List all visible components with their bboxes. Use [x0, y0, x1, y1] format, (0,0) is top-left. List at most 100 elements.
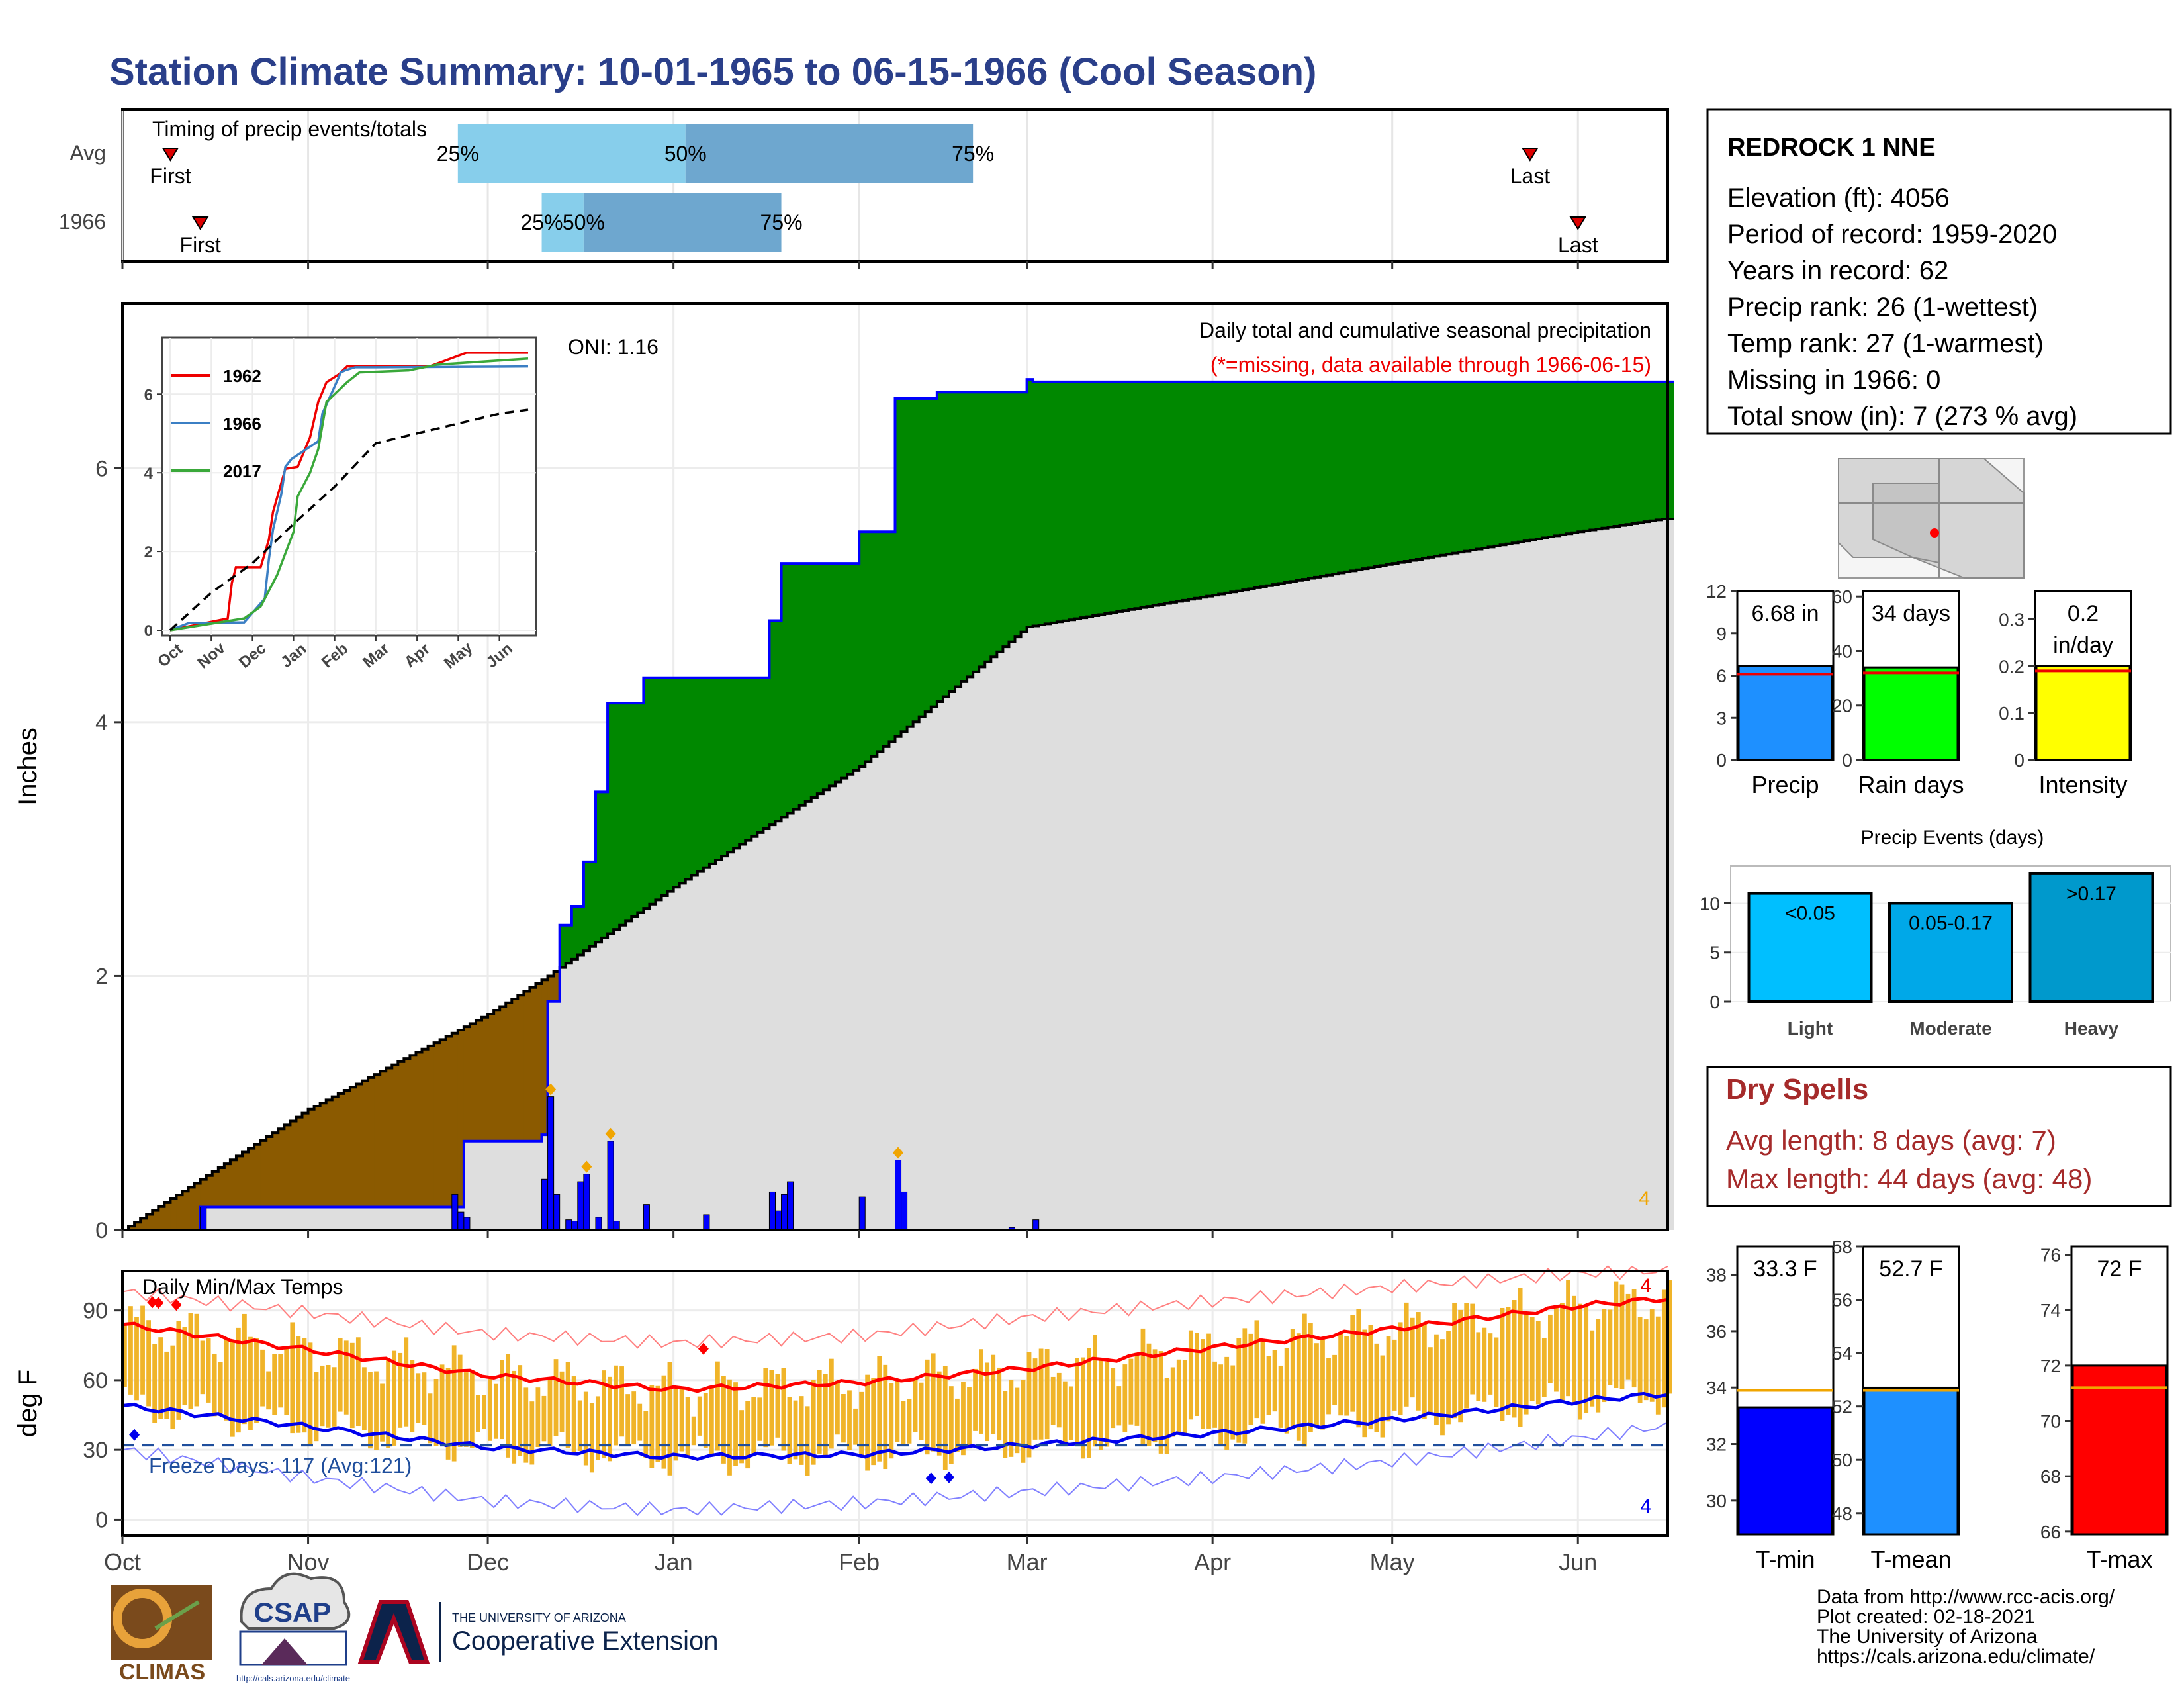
oni-value: ONI: 1.16	[568, 335, 659, 359]
daily-temp-bar	[1631, 1289, 1637, 1388]
below-average-fill	[451, 1033, 459, 1207]
daily-temp-bar	[349, 1342, 355, 1429]
below-average-fill	[260, 1140, 267, 1207]
daily-temp-bar	[1164, 1377, 1169, 1454]
above-average-fill	[1206, 381, 1213, 596]
daily-temp-bar	[1021, 1380, 1026, 1463]
timing-q75-label: 75%	[952, 142, 994, 165]
daily-precip-bar	[541, 1178, 549, 1231]
above-average-fill	[955, 392, 962, 687]
above-average-fill	[1056, 381, 1064, 622]
above-average-fill	[1458, 381, 1465, 553]
daily-temp-bar	[1260, 1342, 1265, 1424]
daily-temp-bar	[1302, 1313, 1307, 1447]
daily-precip-bar	[547, 1096, 555, 1231]
daily-precip-bar	[703, 1214, 710, 1231]
temp-value-text: 33.3 F	[1753, 1256, 1817, 1282]
above-average-fill	[1021, 392, 1028, 632]
above-average-fill	[1087, 381, 1093, 617]
daily-temp-bar	[500, 1360, 504, 1440]
dry-spells-title: Dry Spells	[1726, 1073, 1868, 1105]
above-average-fill	[1338, 381, 1345, 573]
above-average-fill	[679, 677, 686, 884]
above-average-fill	[1026, 379, 1034, 628]
daily-temp-bar	[1398, 1322, 1403, 1415]
record-max-line	[122, 1265, 1668, 1349]
precip-y-tick-label: 0.2	[1999, 656, 2025, 677]
daily-precip-bar	[200, 1206, 207, 1231]
timing-q25-label: 25%	[437, 142, 479, 165]
above-average-fill	[895, 398, 902, 737]
daily-temp-bar	[1464, 1303, 1469, 1409]
temps-min-count: 4	[1640, 1495, 1651, 1517]
above-average-fill	[883, 532, 890, 747]
daily-precip-bar	[463, 1217, 471, 1231]
daily-temp-bar	[595, 1396, 600, 1460]
above-average-fill	[655, 677, 662, 900]
above-average-fill	[751, 677, 758, 837]
above-average-fill	[757, 677, 764, 833]
daily-temp-bar	[1434, 1334, 1439, 1425]
temp-y-tick-label: 30	[1706, 1491, 1727, 1511]
above-average-fill	[942, 392, 950, 697]
daily-temp-bar	[1614, 1281, 1619, 1389]
below-average-fill	[445, 1036, 453, 1207]
below-average-fill	[535, 983, 543, 1141]
above-average-fill	[763, 677, 770, 829]
daily-temp-bar	[967, 1387, 972, 1449]
precip-y-tick-label: 0	[1716, 750, 1727, 771]
dry-spells-frame	[1706, 1066, 2172, 1207]
precip-y-tick-label: 6	[1716, 666, 1727, 686]
daily-temp-bar	[608, 1376, 612, 1462]
above-average-fill	[1404, 381, 1411, 562]
daily-temp-bar	[1404, 1302, 1409, 1407]
temps-y-tick-label: 30	[83, 1438, 108, 1463]
above-average-fill	[1242, 381, 1250, 590]
above-average-fill	[1075, 381, 1081, 619]
below-average-fill	[404, 1058, 411, 1207]
daily-precip-bar	[781, 1194, 788, 1231]
above-average-fill	[1619, 381, 1627, 526]
precip-panel: 0 2 4 6 Inches Daily total and cumulative s…	[13, 302, 1674, 1243]
daily-temp-bar	[152, 1344, 158, 1423]
above-average-fill	[1416, 381, 1423, 559]
daily-temp-bar	[817, 1370, 822, 1454]
above-average-fill	[1602, 381, 1609, 528]
daily-temp-bar	[733, 1382, 738, 1466]
above-average-fill	[1434, 381, 1441, 557]
below-average-fill	[362, 1080, 369, 1207]
daily-temp-bar	[1044, 1349, 1050, 1440]
station-line: Temp rank: 27 (1-warmest)	[1727, 329, 2044, 358]
above-average-fill	[1560, 381, 1567, 535]
daily-temp-bar	[763, 1368, 768, 1448]
above-average-fill	[1032, 381, 1040, 626]
daily-temp-bar	[583, 1391, 588, 1466]
daily-temp-bar	[625, 1394, 631, 1446]
daily-temp-bar	[1146, 1343, 1152, 1447]
below-average-fill	[248, 1148, 255, 1207]
above-average-fill	[643, 677, 651, 909]
events-bar-moderate	[1888, 902, 2013, 1003]
temps-frame	[121, 1270, 1669, 1537]
above-average-fill	[1278, 381, 1285, 584]
above-average-fill	[1195, 381, 1201, 598]
daily-temp-bar	[985, 1362, 990, 1442]
daily-temp-bar	[1236, 1338, 1242, 1443]
daily-precip-bar	[553, 1194, 561, 1231]
above-average-fill	[1230, 381, 1237, 592]
daily-temp-bar	[1068, 1386, 1073, 1440]
daily-temp-bar	[236, 1327, 241, 1433]
above-average-fill	[685, 677, 692, 880]
daily-temp-bar	[829, 1358, 834, 1449]
record-high-marker	[147, 1296, 158, 1309]
daily-precip-bar	[858, 1196, 866, 1231]
daily-temp-bar	[343, 1340, 349, 1415]
temps-y-tick-label: 90	[83, 1299, 108, 1324]
above-average-fill	[1188, 381, 1195, 600]
temp-y-tick-label: 38	[1706, 1265, 1727, 1286]
daily-temp-bar	[787, 1397, 792, 1464]
daily-temp-bar	[1170, 1367, 1175, 1437]
daily-temp-bar	[290, 1322, 295, 1434]
above-average-fill	[1631, 381, 1639, 524]
daily-temp-bar	[1212, 1361, 1217, 1428]
